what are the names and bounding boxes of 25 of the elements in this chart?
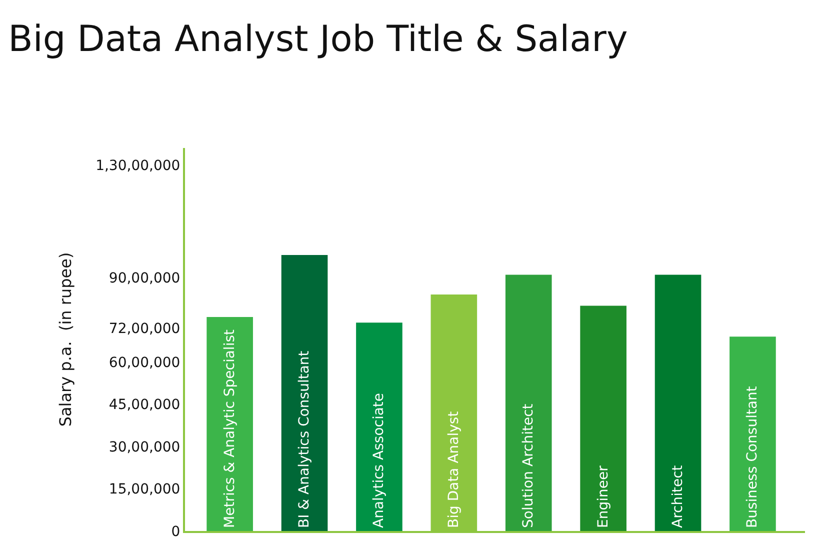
x-tick-label: Architect <box>670 464 686 528</box>
y-tick-label: 0 <box>171 524 180 540</box>
chart-title: Big Data Analyst Job Title & Salary <box>8 18 628 60</box>
bar <box>356 322 402 531</box>
y-tick-label: 30,00,000 <box>108 439 180 456</box>
y-tick-label: 15,00,000 <box>108 482 180 498</box>
x-tick-label: Engineer <box>595 465 612 528</box>
y-tick-label: 1,30,00,000 <box>96 158 180 174</box>
x-tick-label: Business Consultant <box>744 386 761 528</box>
x-tick-label: Analytics Associate <box>371 392 388 528</box>
bar <box>206 316 253 531</box>
x-tick-label: Big Data Analyst <box>446 410 462 528</box>
bar <box>730 336 776 531</box>
bar <box>505 274 552 531</box>
bar <box>580 306 626 531</box>
bar <box>281 255 328 531</box>
x-tick-label: BI & Analytics Consultant <box>296 350 313 528</box>
y-tick-label: 45,00,000 <box>108 397 180 414</box>
y-tick-label: 60,00,000 <box>108 354 180 371</box>
y-axis-title: Salary p.a. (in rupee) <box>56 252 75 427</box>
x-tick-label: Solution Architect <box>520 403 537 528</box>
y-tick-label: 72,00,000 <box>108 321 180 338</box>
y-tick-label: 90,00,000 <box>108 270 180 286</box>
x-tick-label: Metrics & Analytic Specialist <box>222 329 238 528</box>
bar <box>654 274 702 531</box>
